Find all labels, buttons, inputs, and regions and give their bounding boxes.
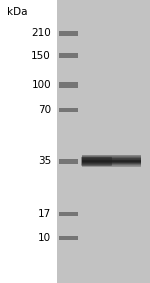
Bar (58, 31, 78, 36)
Bar (82, 166, 141, 167)
Bar (58, 212, 78, 216)
Bar (57, 0, 150, 283)
Bar (82, 162, 141, 163)
Bar (82, 162, 141, 163)
Bar (58, 237, 78, 240)
Bar (58, 53, 78, 58)
Bar (82, 164, 141, 165)
Text: 17: 17 (38, 209, 51, 219)
Text: kDa: kDa (8, 7, 28, 17)
Bar (82, 160, 141, 161)
FancyBboxPatch shape (81, 157, 112, 166)
Bar (82, 159, 141, 160)
Bar (82, 163, 141, 164)
Text: 150: 150 (31, 51, 51, 61)
Text: 210: 210 (31, 28, 51, 38)
Bar (82, 158, 141, 159)
Bar (82, 165, 141, 166)
Bar (58, 82, 78, 88)
Bar (82, 161, 141, 162)
Bar (82, 156, 141, 157)
Text: 10: 10 (38, 233, 51, 243)
Bar (82, 157, 141, 158)
Bar (82, 164, 141, 165)
Bar (82, 155, 141, 156)
Text: 100: 100 (31, 80, 51, 90)
Bar (58, 108, 78, 112)
Text: 35: 35 (38, 156, 51, 166)
Text: 70: 70 (38, 105, 51, 115)
Bar (82, 157, 141, 158)
Bar (82, 160, 141, 161)
Bar (58, 159, 78, 164)
Bar (82, 165, 141, 166)
Bar (82, 155, 141, 156)
